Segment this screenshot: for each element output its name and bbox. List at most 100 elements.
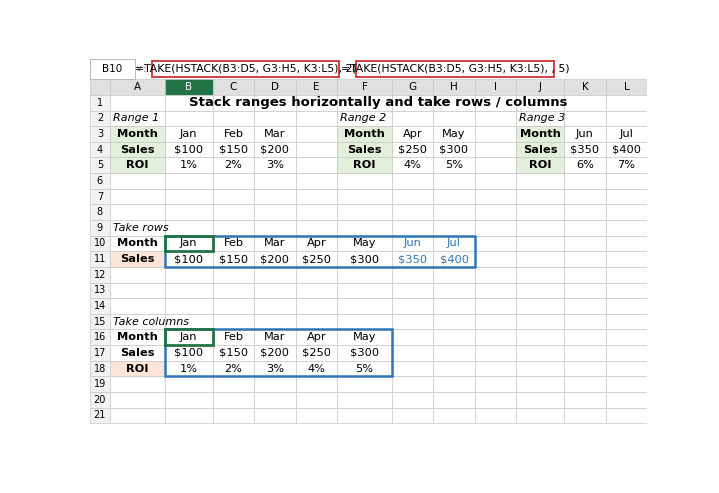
Bar bbox=[90, 126, 110, 142]
Bar bbox=[475, 142, 516, 157]
Text: $400: $400 bbox=[439, 254, 469, 264]
Bar bbox=[605, 376, 647, 392]
Bar bbox=[475, 298, 516, 314]
Bar bbox=[516, 173, 564, 189]
Bar bbox=[213, 110, 255, 126]
Bar bbox=[434, 329, 475, 345]
Text: 13: 13 bbox=[93, 285, 106, 295]
Bar bbox=[564, 251, 605, 267]
Bar bbox=[255, 236, 296, 251]
Bar bbox=[110, 205, 165, 220]
Bar bbox=[434, 392, 475, 408]
Bar bbox=[337, 205, 392, 220]
Bar bbox=[337, 267, 392, 282]
Bar bbox=[255, 95, 296, 110]
Bar bbox=[564, 142, 605, 157]
Text: May: May bbox=[353, 332, 376, 342]
Text: 4%: 4% bbox=[308, 363, 325, 374]
Bar bbox=[516, 79, 564, 95]
Text: 6: 6 bbox=[97, 176, 103, 186]
Bar bbox=[90, 79, 110, 95]
Text: $400: $400 bbox=[612, 144, 641, 155]
Bar bbox=[213, 220, 255, 236]
Bar bbox=[337, 314, 392, 329]
Text: Take rows: Take rows bbox=[113, 223, 169, 233]
Bar bbox=[564, 110, 605, 126]
Bar bbox=[165, 329, 392, 376]
Bar bbox=[255, 251, 296, 267]
Text: H: H bbox=[450, 82, 458, 92]
Bar bbox=[165, 173, 213, 189]
Text: 1: 1 bbox=[97, 98, 103, 108]
Bar bbox=[165, 142, 213, 157]
Text: 1%: 1% bbox=[180, 363, 198, 374]
Text: Apr: Apr bbox=[306, 332, 326, 342]
Text: Sales: Sales bbox=[347, 144, 382, 155]
Bar bbox=[434, 251, 475, 267]
Text: 3%: 3% bbox=[266, 160, 284, 170]
Bar bbox=[475, 392, 516, 408]
Text: $300: $300 bbox=[350, 348, 379, 358]
Text: $100: $100 bbox=[174, 144, 203, 155]
Bar bbox=[337, 126, 392, 142]
Bar bbox=[110, 142, 165, 157]
Bar bbox=[605, 314, 647, 329]
Bar bbox=[392, 95, 434, 110]
Bar bbox=[516, 282, 564, 298]
Bar bbox=[337, 110, 392, 126]
Bar bbox=[564, 298, 605, 314]
Bar bbox=[392, 189, 434, 205]
Bar bbox=[516, 126, 564, 142]
Bar bbox=[255, 220, 296, 236]
Bar bbox=[110, 142, 165, 157]
Bar bbox=[475, 236, 516, 251]
Bar bbox=[392, 361, 434, 376]
Bar bbox=[213, 142, 255, 157]
Bar bbox=[255, 361, 296, 376]
Bar bbox=[434, 236, 475, 251]
Text: Month: Month bbox=[117, 332, 157, 342]
Bar bbox=[165, 298, 213, 314]
Text: 1%: 1% bbox=[180, 160, 198, 170]
Text: 2%: 2% bbox=[224, 363, 242, 374]
Bar bbox=[165, 408, 213, 423]
Text: $100: $100 bbox=[174, 348, 203, 358]
Text: A: A bbox=[134, 82, 141, 92]
Bar bbox=[296, 282, 337, 298]
Bar bbox=[605, 157, 647, 173]
Bar bbox=[110, 345, 165, 361]
Bar bbox=[296, 408, 337, 423]
Text: Jan: Jan bbox=[180, 332, 198, 342]
Bar bbox=[296, 329, 337, 345]
Bar bbox=[110, 329, 165, 345]
Bar bbox=[90, 361, 110, 376]
Text: :: : bbox=[143, 64, 147, 74]
Bar bbox=[605, 329, 647, 345]
Bar bbox=[516, 376, 564, 392]
Bar bbox=[255, 345, 296, 361]
Bar bbox=[165, 267, 213, 282]
Bar bbox=[296, 173, 337, 189]
Bar bbox=[392, 220, 434, 236]
Bar bbox=[110, 189, 165, 205]
Bar bbox=[434, 142, 475, 157]
Text: $150: $150 bbox=[219, 348, 248, 358]
Bar bbox=[165, 236, 213, 251]
Text: Sales: Sales bbox=[120, 254, 155, 264]
Text: 20: 20 bbox=[93, 395, 106, 405]
Bar bbox=[605, 205, 647, 220]
Bar bbox=[110, 361, 165, 376]
Bar bbox=[337, 142, 392, 157]
Bar bbox=[90, 236, 110, 251]
Bar bbox=[165, 345, 213, 361]
Bar bbox=[337, 282, 392, 298]
Bar bbox=[516, 157, 564, 173]
Bar bbox=[213, 392, 255, 408]
Bar bbox=[296, 236, 337, 251]
Bar bbox=[90, 142, 110, 157]
Bar bbox=[213, 345, 255, 361]
Bar bbox=[392, 251, 434, 267]
Text: ROI: ROI bbox=[353, 160, 376, 170]
Text: 4: 4 bbox=[97, 144, 103, 155]
Text: 7%: 7% bbox=[618, 160, 636, 170]
